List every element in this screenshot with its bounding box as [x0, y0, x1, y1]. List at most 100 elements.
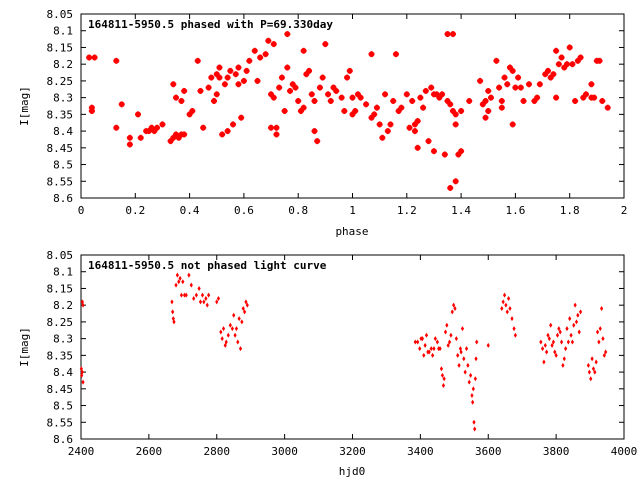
- unphased-xticks: 2400 2600 2800 3000 3200 3400 3600 3800 4000: [68, 255, 637, 458]
- y-tick-label: 8.55: [47, 416, 74, 429]
- data-point: [181, 87, 188, 94]
- data-point: [363, 101, 370, 108]
- data-point: [414, 144, 421, 151]
- data-point: [462, 356, 466, 362]
- data-point: [327, 97, 334, 104]
- data-point: [174, 282, 178, 288]
- data-point: [596, 57, 603, 64]
- data-point: [268, 124, 275, 131]
- data-point: [170, 299, 174, 305]
- data-point: [113, 124, 120, 131]
- data-point: [207, 292, 211, 298]
- data-point: [441, 382, 446, 388]
- data-point: [205, 84, 212, 91]
- data-point: [496, 84, 503, 91]
- x-tick-label: 2400: [68, 445, 95, 458]
- data-point: [126, 134, 133, 141]
- x-tick-label: 2600: [136, 445, 163, 458]
- data-point: [561, 362, 565, 368]
- data-point: [466, 362, 470, 368]
- data-point: [452, 302, 456, 308]
- phased-points: [86, 31, 611, 191]
- data-point: [504, 302, 508, 308]
- data-point: [513, 332, 517, 338]
- data-point: [442, 376, 446, 382]
- x-tick-label: 0.2: [125, 204, 145, 217]
- data-point: [604, 349, 608, 355]
- x-tick-label: 2800: [204, 445, 231, 458]
- data-point: [594, 359, 598, 365]
- phased-plot-title: 164811-5950.5 phased with P=69.330day: [88, 18, 333, 31]
- data-point: [588, 81, 595, 88]
- data-point: [572, 322, 576, 328]
- data-point: [574, 319, 579, 325]
- data-point: [502, 292, 507, 298]
- y-tick-label: 8.45: [47, 383, 74, 396]
- data-point: [409, 97, 416, 104]
- data-point: [220, 336, 224, 342]
- data-point: [198, 299, 203, 305]
- data-point: [300, 104, 307, 111]
- data-point: [590, 356, 594, 362]
- data-point: [474, 356, 478, 362]
- data-point: [554, 352, 558, 358]
- data-point: [316, 84, 323, 91]
- data-point: [346, 67, 353, 74]
- y-tick-label: 8.2: [53, 58, 73, 71]
- data-point: [118, 101, 125, 108]
- data-point: [458, 108, 465, 115]
- y-tick-label: 8.4: [53, 125, 73, 138]
- data-point: [224, 128, 231, 135]
- data-point: [473, 376, 477, 382]
- data-point: [582, 91, 589, 98]
- data-point: [508, 306, 512, 312]
- data-point: [546, 332, 550, 338]
- data-point: [287, 87, 294, 94]
- data-point: [215, 299, 219, 305]
- data-point: [500, 306, 504, 312]
- data-point: [81, 302, 85, 308]
- x-tick-label: 1.2: [397, 204, 417, 217]
- phased-xticks: 0 0.2 0.4 0.6 0.8 1 1.2 1.4 1.6 1.8 2: [78, 14, 627, 217]
- data-point: [113, 57, 120, 64]
- data-point: [281, 108, 288, 115]
- data-point: [573, 302, 577, 308]
- data-point: [509, 121, 516, 128]
- data-point: [414, 118, 421, 125]
- data-point: [482, 114, 489, 121]
- data-point: [549, 322, 553, 328]
- data-point: [300, 47, 307, 54]
- data-point: [593, 369, 597, 375]
- data-point: [564, 346, 568, 352]
- data-point: [197, 87, 204, 94]
- x-tick-label: 3400: [407, 445, 434, 458]
- data-point: [553, 47, 560, 54]
- data-point: [200, 292, 205, 298]
- data-point: [184, 292, 188, 298]
- data-point: [542, 359, 546, 365]
- data-point: [534, 94, 541, 101]
- data-point: [466, 97, 473, 104]
- data-point: [179, 292, 184, 298]
- data-point: [194, 57, 201, 64]
- y-tick-label: 8.5: [53, 159, 73, 172]
- data-point: [236, 339, 240, 345]
- data-point: [417, 94, 424, 101]
- data-point: [423, 342, 427, 348]
- x-tick-label: 3200: [339, 445, 366, 458]
- x-tick-label: 0.4: [180, 204, 200, 217]
- data-point: [498, 104, 505, 111]
- data-point: [558, 54, 565, 61]
- data-point: [182, 292, 187, 298]
- x-tick-label: 0.6: [234, 204, 254, 217]
- data-point: [238, 346, 243, 352]
- data-point: [86, 54, 93, 61]
- data-point: [566, 339, 570, 345]
- data-point: [232, 71, 239, 78]
- data-point: [565, 326, 569, 332]
- data-point: [194, 292, 198, 298]
- data-point: [470, 393, 474, 399]
- data-point: [428, 84, 435, 91]
- data-point: [539, 339, 543, 345]
- data-point: [175, 134, 182, 141]
